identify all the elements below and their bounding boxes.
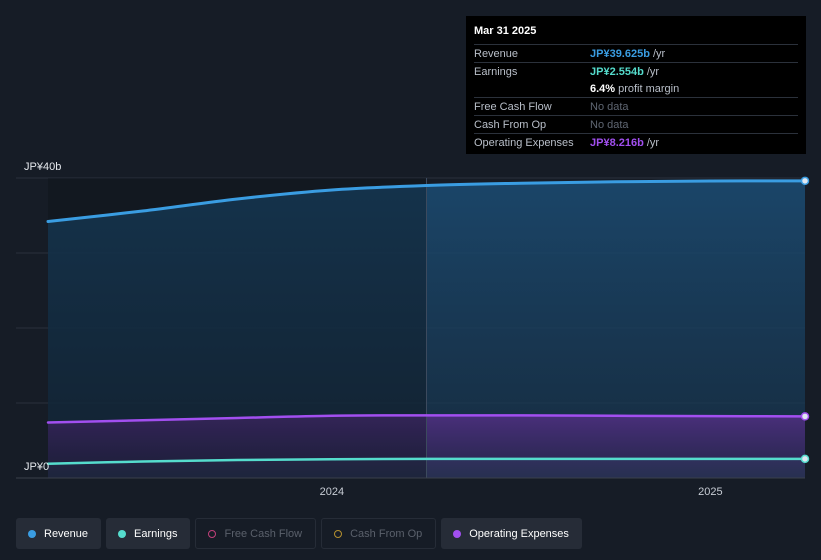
legend-item-cash-from-op[interactable]: Cash From Op xyxy=(321,518,437,549)
tooltip-row-margin: 6.4% profit margin xyxy=(474,80,798,97)
data-tooltip: Mar 31 2025 Revenue JP¥39.625b /yr Earni… xyxy=(466,16,806,154)
legend-dot-icon xyxy=(118,529,127,538)
y-axis-label-zero: JP¥0 xyxy=(24,461,49,473)
chart-legend: Revenue Earnings Free Cash Flow Cash Fro… xyxy=(16,518,582,549)
legend-item-revenue[interactable]: Revenue xyxy=(16,518,102,549)
tooltip-value: JP¥39.625b xyxy=(590,47,650,60)
earnings-line xyxy=(46,457,807,465)
tooltip-date: Mar 31 2025 xyxy=(474,25,537,37)
legend-dot-icon xyxy=(453,529,462,538)
series-lines xyxy=(46,179,807,465)
tooltip-unit: /yr xyxy=(646,136,660,149)
tooltip-label: Free Cash Flow xyxy=(474,100,552,113)
tooltip-row-earnings: Earnings JP¥2.554b /yr xyxy=(474,62,798,80)
earnings-end-marker xyxy=(800,454,810,464)
profit-margin-text: profit margin xyxy=(618,82,680,95)
tooltip-label: Revenue xyxy=(474,47,519,60)
revenue-end-marker xyxy=(800,176,810,186)
tooltip-value: No data xyxy=(590,118,629,131)
legend-item-free-cash-flow[interactable]: Free Cash Flow xyxy=(195,518,317,549)
legend-label: Earnings xyxy=(134,527,178,540)
legend-label: Operating Expenses xyxy=(469,527,569,540)
x-tick-label: 2024 xyxy=(320,486,344,498)
series-end-markers xyxy=(800,176,810,464)
tooltip-unit: /yr xyxy=(646,65,660,78)
legend-label: Free Cash Flow xyxy=(224,527,303,540)
tooltip-label: Earnings xyxy=(474,65,518,78)
legend-dot-icon xyxy=(208,529,217,538)
profit-margin-value: 6.4% xyxy=(590,82,616,95)
x-tick-label: 2025 xyxy=(698,486,722,498)
legend-dot-icon xyxy=(28,529,36,538)
y-axis-label-top: JP¥40b xyxy=(24,161,61,173)
tooltip-label: Operating Expenses xyxy=(474,136,574,149)
past-period-shade xyxy=(48,178,427,478)
tooltip-value: JP¥2.554b xyxy=(590,65,644,78)
revenue-line xyxy=(46,179,807,223)
operating-expenses-line xyxy=(46,414,807,424)
tooltip-row-fcf: Free Cash Flow No data xyxy=(474,97,798,115)
tooltip-row-opex: Operating Expenses JP¥8.216b /yr xyxy=(474,133,798,151)
legend-label: Cash From Op xyxy=(350,527,423,540)
tooltip-unit: /yr xyxy=(652,47,666,60)
tooltip-label: Cash From Op xyxy=(474,118,547,131)
chart-plot: JP¥40b JP¥0 2024 2025 xyxy=(16,161,810,498)
operating-expenses-end-marker xyxy=(800,412,810,421)
legend-item-earnings[interactable]: Earnings xyxy=(106,518,191,549)
tooltip-value: No data xyxy=(590,100,629,113)
legend-dot-icon xyxy=(334,529,343,538)
legend-label: Revenue xyxy=(44,527,89,540)
legend-item-operating-expenses[interactable]: Operating Expenses xyxy=(441,518,582,549)
tooltip-row-revenue: Revenue JP¥39.625b /yr xyxy=(474,44,798,62)
tooltip-row-cfo: Cash From Op No data xyxy=(474,115,798,133)
tooltip-value: JP¥8.216b xyxy=(590,136,644,149)
